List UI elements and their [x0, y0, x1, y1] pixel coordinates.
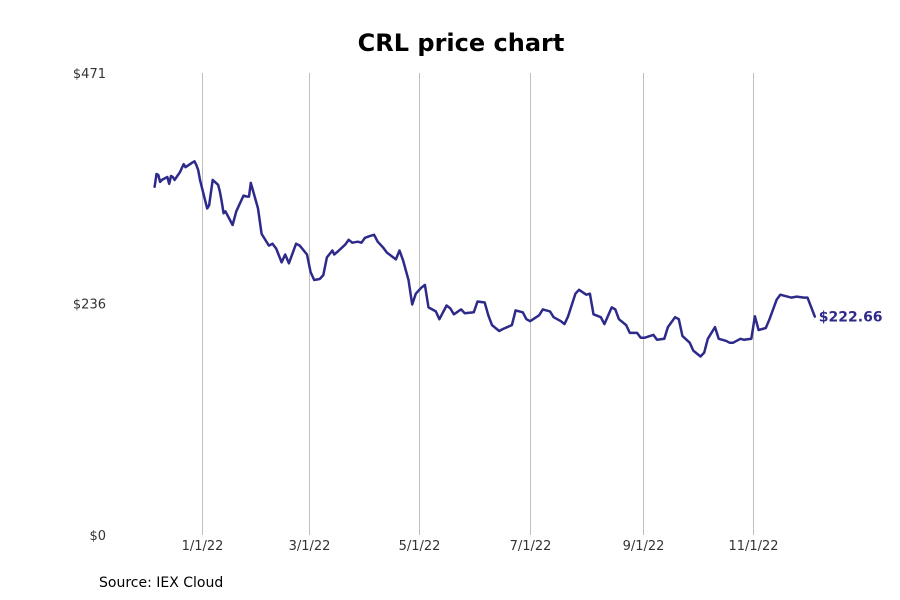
x-tick-label-2: 5/1/22: [399, 539, 441, 554]
source-note: Source: IEX Cloud: [99, 575, 223, 591]
price-line-0: [153, 160, 817, 358]
x-tick-label-4: 9/1/22: [623, 539, 665, 554]
series-layer: $222.66: [153, 160, 883, 358]
x-tick-label-1: 3/1/22: [289, 539, 331, 554]
y-tick-label-0: $0: [89, 529, 106, 544]
grid-layer: [202, 73, 754, 535]
x-axis-ticks: 1/1/22 3/1/22 5/1/22 7/1/22 9/1/22 11/1/22: [182, 539, 779, 554]
y-tick-label-1: $236: [73, 298, 106, 313]
chart-title: CRL price chart: [358, 29, 565, 57]
last-price-label: $222.66: [819, 310, 883, 326]
x-tick-label-0: 1/1/22: [182, 539, 224, 554]
y-tick-label-2: $471: [73, 67, 106, 82]
y-axis-ticks: $0 $236 $471: [73, 67, 106, 544]
x-tick-label-3: 7/1/22: [510, 539, 552, 554]
x-tick-label-5: 11/1/22: [728, 539, 778, 554]
